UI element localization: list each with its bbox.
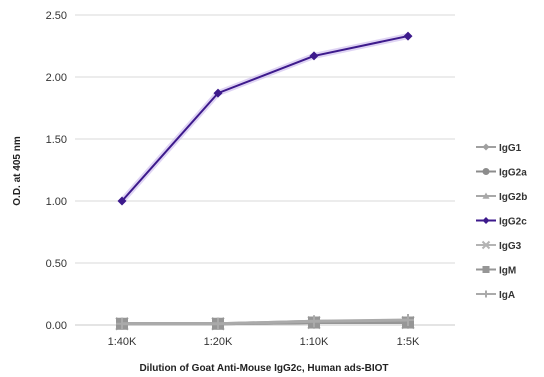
y-tick-label: 2.50 [46,10,67,22]
data-point-iga [402,314,414,327]
legend-item-igg2c: IgG2c [476,217,527,228]
series-line-glow-igg2c [119,33,409,203]
legend-item-igg1: IgG1 [476,143,522,154]
y-tick-labels: 0.00 0.50 1.00 1.50 2.00 2.50 [46,10,67,332]
legend-item-igg2a: IgG2a [476,168,527,179]
x-tick-label: 1:10K [300,336,329,348]
data-point-iga [212,317,224,330]
data-point-iga [308,315,320,328]
legend-item-igg2b: IgG2b [476,192,527,203]
legend-label-igg2c: IgG2c [499,217,527,228]
legend-label-igm: IgM [499,266,516,277]
legend-marker-igg1 [482,143,490,151]
legend-label-igg2b: IgG2b [499,192,527,203]
data-point-igg2c [309,51,319,61]
legend-item-iga: IgA [476,290,515,301]
x-axis-title: Dilution of Goat Anti-Mouse IgG2c, Human… [139,363,388,374]
legend-label-igg3: IgG3 [499,241,522,252]
legend-label-igg2a: IgG2a [499,168,527,179]
series-line-igg2c [121,35,409,202]
y-axis-title: O.D. at 405 nm [12,136,23,206]
y-tick-label: 0.50 [46,258,67,270]
legend-label-igg1: IgG1 [499,143,522,154]
legend-marker-igg3 [481,240,491,250]
legend-marker-iga [482,290,490,298]
x-tick-label: 1:20K [204,336,233,348]
legend: IgG1 IgG2a IgG2b IgG2c IgG3 IgM IgA [476,143,527,301]
data-point-igg2c [117,196,127,206]
series-group [115,31,415,331]
y-tick-label: 1.00 [46,196,67,208]
x-tick-labels: 1:40K 1:20K 1:10K 1:5K [108,325,420,348]
y-tick-label: 0.00 [46,320,67,332]
data-point-igg2c [403,31,413,41]
grid-lines [75,14,455,264]
data-point-igg2c [213,88,223,98]
x-tick-label: 1:40K [108,336,137,348]
x-tick-label: 1:5K [397,336,420,348]
legend-item-igg3: IgG3 [476,240,522,252]
y-tick-label: 1.50 [46,134,67,146]
series-iga [116,314,414,330]
legend-marker-igm [482,266,490,273]
series-line-iga [122,318,409,326]
legend-marker-igg2c [482,217,490,224]
series-igg2c [117,31,413,206]
legend-marker-igg2b [482,192,490,199]
legend-label-iga: IgA [499,290,515,301]
data-point-iga [116,317,128,330]
legend-item-igm: IgM [476,266,516,277]
legend-marker-igg2a [482,168,490,175]
y-tick-label: 2.00 [46,72,67,84]
